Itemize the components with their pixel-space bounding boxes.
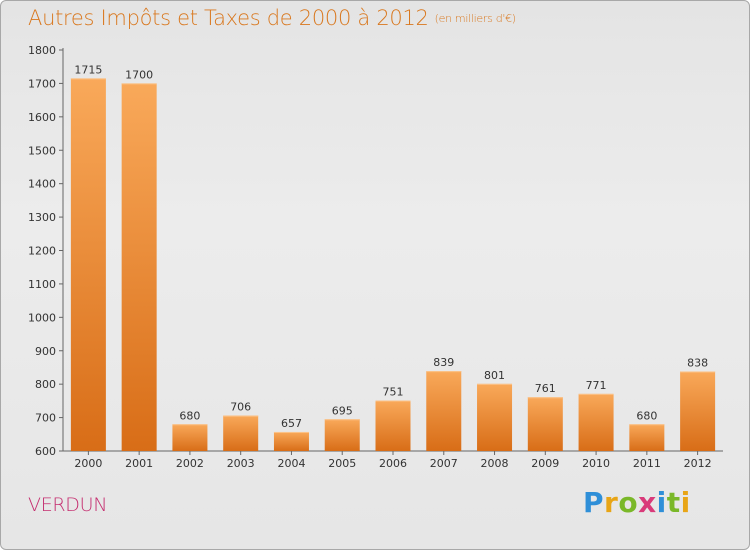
place-name: VERDUN bbox=[28, 494, 108, 516]
y-tick-label: 700 bbox=[35, 412, 56, 425]
y-tick-label: 1500 bbox=[28, 144, 56, 157]
data-label: 839 bbox=[433, 356, 454, 369]
y-tick-label: 1600 bbox=[28, 111, 56, 124]
logo-letter: o bbox=[618, 486, 639, 519]
bar bbox=[680, 371, 716, 451]
logo-letter: i bbox=[656, 486, 667, 519]
data-label: 801 bbox=[484, 369, 505, 382]
x-tick-label: 2003 bbox=[227, 457, 255, 470]
x-tick-label: 2000 bbox=[74, 457, 102, 470]
x-tick-label: 2007 bbox=[430, 457, 458, 470]
bar bbox=[578, 393, 614, 451]
data-label: 695 bbox=[332, 404, 353, 417]
data-label: 657 bbox=[281, 417, 302, 430]
chart-subtitle: (en milliers d'€) bbox=[434, 12, 516, 25]
chart-title: Autres Impôts et Taxes de 2000 à 2012 bbox=[28, 6, 429, 30]
logo-letter: x bbox=[638, 486, 657, 519]
y-tick-label: 1000 bbox=[28, 311, 56, 324]
data-label: 680 bbox=[636, 409, 657, 422]
data-label: 838 bbox=[687, 356, 708, 369]
y-tick-label: 1200 bbox=[28, 245, 56, 258]
y-tick-label: 1400 bbox=[28, 178, 56, 191]
proxiti-logo: Proxiti bbox=[583, 486, 691, 519]
y-tick-label: 1300 bbox=[28, 211, 56, 224]
x-tick-label: 2002 bbox=[176, 457, 204, 470]
x-tick-label: 2011 bbox=[633, 457, 661, 470]
y-tick-label: 600 bbox=[35, 445, 56, 458]
x-tick-label: 2001 bbox=[125, 457, 153, 470]
data-label: 1700 bbox=[125, 68, 153, 81]
y-tick-label: 1700 bbox=[28, 77, 56, 90]
logo-letter: t bbox=[666, 486, 681, 519]
x-tick-label: 2012 bbox=[684, 457, 712, 470]
data-label: 1715 bbox=[74, 63, 102, 76]
x-tick-label: 2008 bbox=[481, 457, 509, 470]
bar bbox=[477, 383, 513, 451]
bar bbox=[629, 424, 665, 451]
x-tick-label: 2010 bbox=[582, 457, 610, 470]
y-tick-label: 1800 bbox=[28, 44, 56, 57]
y-tick-label: 900 bbox=[35, 345, 56, 358]
bar bbox=[70, 78, 106, 451]
data-label: 751 bbox=[383, 386, 404, 399]
bar bbox=[324, 419, 360, 451]
data-label: 771 bbox=[586, 379, 607, 392]
logo-letter: P bbox=[583, 486, 605, 519]
y-tick-label: 800 bbox=[35, 378, 56, 391]
chart-title-block: Autres Impôts et Taxes de 2000 à 2012 (en… bbox=[28, 6, 516, 30]
bar bbox=[223, 415, 259, 451]
bar bbox=[426, 371, 462, 451]
data-label: 680 bbox=[179, 409, 200, 422]
data-label: 706 bbox=[230, 401, 251, 414]
bar bbox=[172, 424, 208, 451]
logo-letter: r bbox=[604, 486, 619, 519]
x-tick-label: 2005 bbox=[328, 457, 356, 470]
bar bbox=[121, 83, 157, 452]
data-label: 761 bbox=[535, 382, 556, 395]
bar bbox=[375, 400, 411, 451]
x-tick-label: 2006 bbox=[379, 457, 407, 470]
x-tick-label: 2004 bbox=[277, 457, 305, 470]
y-tick-label: 1100 bbox=[28, 278, 56, 291]
bar bbox=[527, 397, 563, 451]
bar bbox=[273, 431, 309, 451]
x-tick-label: 2009 bbox=[531, 457, 559, 470]
logo-letter: i bbox=[680, 486, 691, 519]
